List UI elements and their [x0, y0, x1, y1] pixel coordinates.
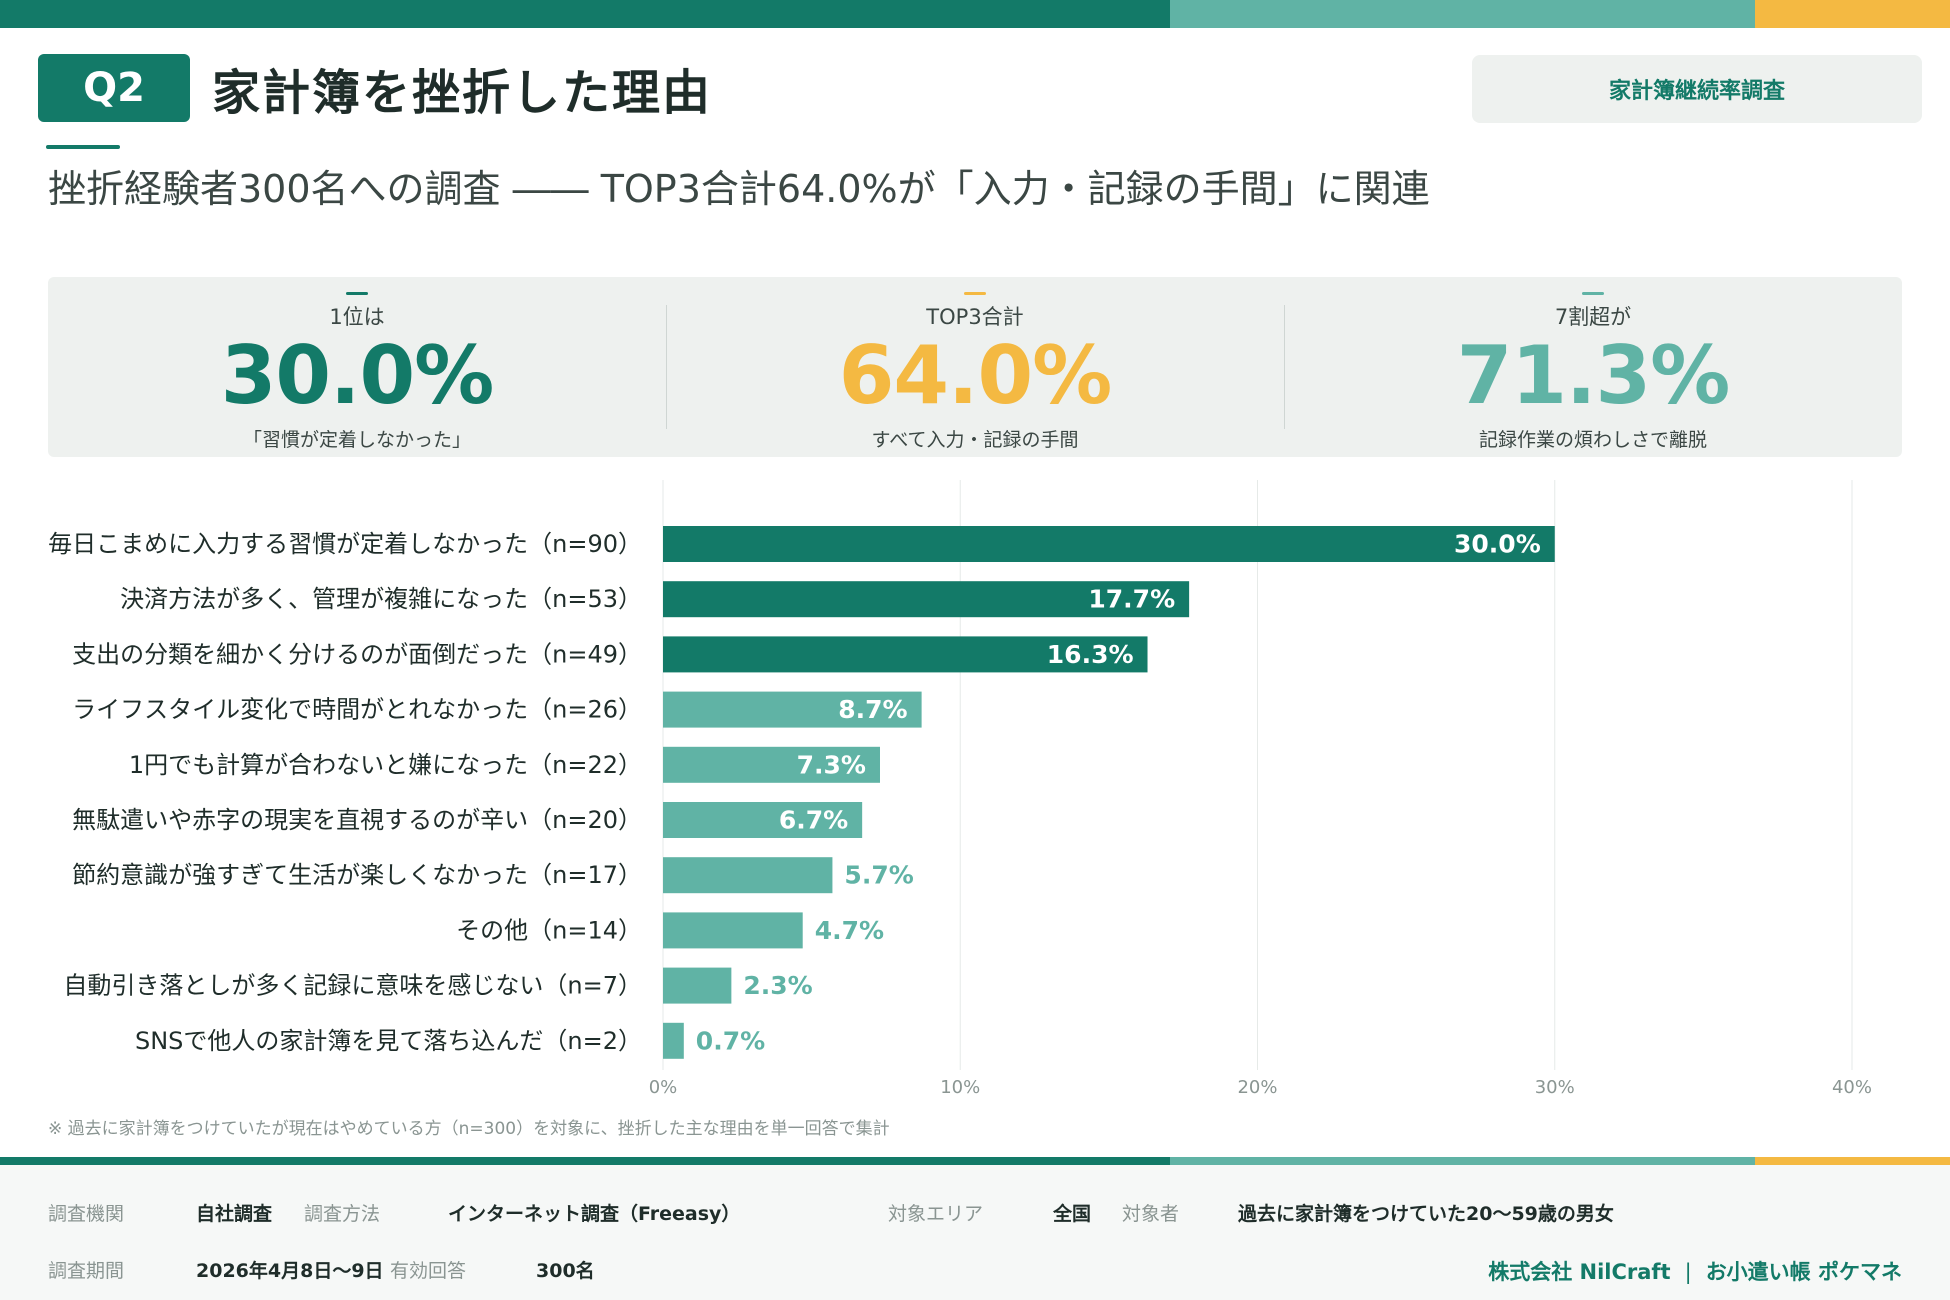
category-label: ライフスタイル変化で時間がとれなかった（n=26） — [72, 696, 642, 724]
title-accent-line — [46, 145, 120, 149]
x-tick-label: 30% — [1535, 1077, 1575, 1098]
kpi-divider — [1284, 305, 1285, 429]
kpi-card-top3: TOP3合計 64.0% すべて入力・記録の手間 — [666, 277, 1284, 457]
footer-target-label: 対象者 — [1122, 1203, 1180, 1225]
footer-valid-label: 有効回答 — [390, 1260, 467, 1282]
kpi-dot — [964, 292, 986, 295]
value-label: 5.7% — [844, 861, 913, 890]
company-name: 株式会社 NilCraft — [1488, 1260, 1671, 1284]
kpi-panel: 1位は 30.0% 「習慣が定着しなかった」 TOP3合計 64.0% すべて入… — [48, 277, 1902, 457]
page-title: 家計簿を挫折した理由 — [212, 65, 713, 121]
kpi-value: 64.0% — [838, 329, 1113, 422]
category-label: 毎日こまめに入力する習慣が定着しなかった（n=90） — [48, 530, 642, 558]
value-label: 16.3% — [1047, 640, 1134, 669]
bar — [663, 746, 880, 783]
value-label: 0.7% — [696, 1026, 765, 1055]
kpi-value: 71.3% — [1456, 329, 1731, 422]
footer-period-label: 調査期間 — [48, 1260, 125, 1282]
category-label: 決済方法が多く、管理が複雑になった（n=53） — [120, 585, 642, 613]
question-badge: Q2 — [38, 54, 190, 122]
footer-method-value: インターネット調査（Freeasy） — [448, 1203, 741, 1225]
footer-period-value: 2026年4月8日〜9日 — [196, 1260, 384, 1282]
footer-target-value: 過去に家計簿をつけていた20〜59歳の男女 — [1238, 1203, 1614, 1225]
bar — [663, 802, 863, 838]
kpi-label: 7割超が — [1554, 305, 1632, 329]
kpi-label: TOP3合計 — [926, 305, 1024, 329]
brand-separator: | — [1684, 1260, 1692, 1284]
value-label: 30.0% — [1454, 530, 1541, 559]
kpi-label: 1位は — [329, 305, 385, 329]
kpi-card-top1: 1位は 30.0% 「習慣が定着しなかった」 — [48, 277, 666, 457]
bar — [663, 636, 1148, 673]
footnote: ※ 過去に家計簿をつけていたが現在はやめている方（n=300）を対象に、挫折した… — [48, 1119, 890, 1139]
survey-tag: 家計簿継続率調査 — [1472, 55, 1922, 123]
category-label: 無駄遣いや赤字の現実を直視するのが辛い（n=20） — [72, 806, 642, 834]
page-subtitle: 挫折経験者300名への調査 ―― TOP3合計64.0%が「入力・記録の手間」に… — [48, 167, 1430, 211]
bar — [663, 967, 732, 1004]
bottom-color-stripe — [0, 1157, 1950, 1165]
x-tick-label: 10% — [940, 1077, 980, 1098]
bar — [663, 691, 922, 728]
kpi-dot — [346, 292, 368, 295]
survey-footer — [0, 1165, 1950, 1300]
kpi-value: 30.0% — [220, 329, 495, 422]
value-label: 7.3% — [797, 750, 866, 779]
category-label: SNSで他人の家計簿を見て落ち込んだ（n=2） — [135, 1027, 642, 1055]
kpi-card-70pct: 7割超が 71.3% 記録作業の煩わしさで離脱 — [1284, 277, 1902, 457]
footer-brand: 株式会社 NilCraft | お小遣い帳 ポケマネ — [1488, 1256, 1902, 1286]
reasons-bar-chart: 0% 10% 20% 30% 40% 毎日こまめに入力する習慣が定着しなかった（n=90）… — [48, 480, 1872, 1098]
kpi-caption: すべて入力・記録の手間 — [871, 429, 1079, 451]
value-label: 6.7% — [779, 806, 848, 835]
bar — [663, 1022, 684, 1059]
value-label: 17.7% — [1088, 585, 1175, 614]
value-label: 4.7% — [815, 916, 884, 945]
category-label: 1円でも計算が合わないと嫌になった（n=22） — [129, 751, 642, 779]
category-label: 自動引き落としが多く記録に意味を感じない（n=7） — [63, 972, 642, 1000]
bar — [663, 581, 1190, 618]
footer-org-value: 自社調査 — [196, 1203, 273, 1225]
bar — [663, 526, 1555, 562]
x-tick-label: 40% — [1832, 1077, 1872, 1098]
product-name: お小遣い帳 ポケマネ — [1705, 1260, 1902, 1284]
category-label: その他（n=14） — [456, 916, 642, 944]
category-label: 節約意識が強すぎて生活が楽しくなかった（n=17） — [72, 861, 642, 889]
kpi-dot — [1582, 292, 1604, 295]
x-tick-label: 20% — [1237, 1077, 1277, 1098]
footer-valid-value: 300名 — [536, 1260, 595, 1282]
footer-method-label: 調査方法 — [304, 1203, 381, 1225]
footer-area-value: 全国 — [1053, 1203, 1092, 1225]
kpi-caption: 記録作業の煩わしさで離脱 — [1478, 429, 1707, 451]
footer-area-label: 対象エリア — [888, 1203, 984, 1225]
kpi-divider — [666, 305, 667, 429]
x-tick-label: 0% — [649, 1077, 678, 1098]
bar — [663, 857, 833, 894]
value-label: 2.3% — [743, 971, 812, 1000]
category-label: 支出の分類を細かく分けるのが面倒だった（n=49） — [72, 640, 642, 668]
bar — [663, 912, 803, 949]
footer-org-label: 調査機関 — [48, 1203, 125, 1225]
value-label: 8.7% — [838, 695, 907, 724]
top-color-stripe — [0, 0, 1950, 28]
kpi-caption: 「習慣が定着しなかった」 — [242, 429, 471, 451]
